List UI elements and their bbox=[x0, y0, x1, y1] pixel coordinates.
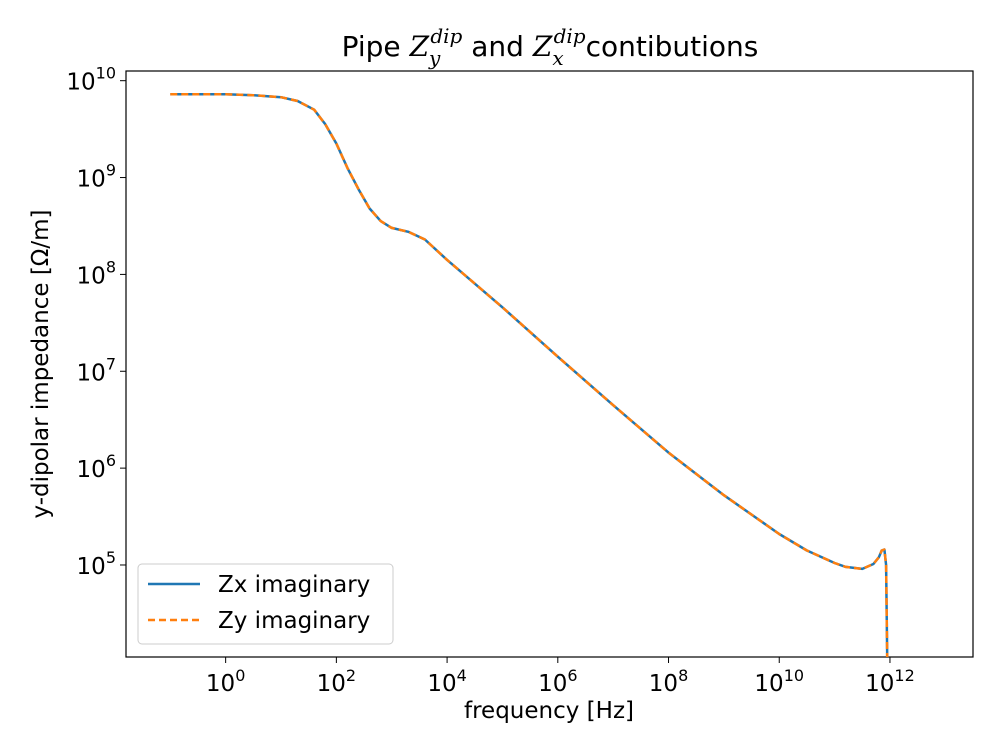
y-tick-label-0: 105 bbox=[77, 548, 116, 580]
x-tick-label-6: 1012 bbox=[865, 666, 915, 697]
x-tick-label-0: 100 bbox=[206, 666, 245, 697]
x-axis-ticks: 100 102 104 106 108 1010 1012 bbox=[206, 657, 915, 697]
legend-label-zy: Zy imaginary bbox=[218, 608, 370, 634]
x-tick-label-3: 106 bbox=[538, 666, 577, 697]
title-z2-sup: dip bbox=[554, 24, 586, 48]
y-tick-label-1: 106 bbox=[77, 451, 116, 483]
y-tick-label-3: 108 bbox=[77, 257, 116, 289]
legend-box bbox=[137, 563, 394, 645]
legend-label-zx: Zx imaginary bbox=[218, 572, 370, 598]
x-tick-label-1: 102 bbox=[317, 666, 356, 697]
series-layer bbox=[170, 92, 889, 658]
y-tick-label-5: 1010 bbox=[66, 64, 116, 96]
title-z1-sub: y bbox=[428, 46, 441, 70]
title-z2-sub: x bbox=[552, 46, 563, 70]
x-tick-label-2: 104 bbox=[427, 666, 466, 697]
title-z2: Z bbox=[532, 30, 553, 63]
x-tick-label-5: 1010 bbox=[754, 666, 804, 697]
title-suffix: contibutions bbox=[586, 30, 759, 63]
title-prefix: Pipe bbox=[342, 30, 410, 63]
chart-title: Pipe Zydip and Zxdipcontibutions bbox=[342, 24, 759, 70]
y-axis-ticks: 105 106 107 108 109 1010 bbox=[66, 64, 126, 580]
plot-area bbox=[125, 70, 974, 658]
title-z1-sup: dip bbox=[430, 24, 462, 48]
title-z1: Z bbox=[409, 30, 430, 63]
x-tick-label-4: 108 bbox=[649, 666, 688, 697]
legend: Zx imaginary Zy imaginary bbox=[137, 563, 394, 645]
y-axis-label: y-dipolar impedance [Ω/m] bbox=[28, 209, 54, 518]
y-tick-label-4: 109 bbox=[77, 161, 116, 193]
y-tick-label-2: 107 bbox=[77, 354, 116, 386]
series-line-1 bbox=[170, 92, 889, 658]
title-middle: and bbox=[462, 30, 532, 63]
x-axis-label: frequency [Hz] bbox=[464, 698, 634, 724]
